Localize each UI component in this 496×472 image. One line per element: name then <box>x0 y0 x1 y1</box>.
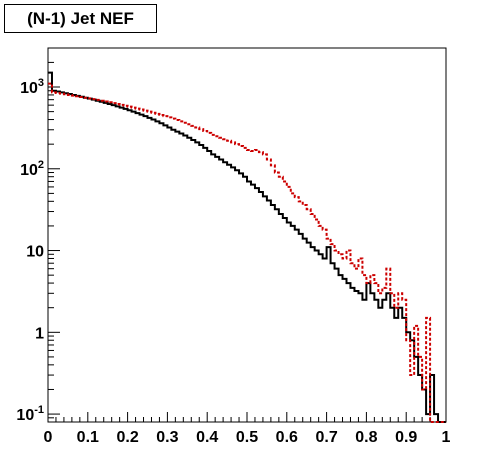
x-axis-ticks: 0 0.1 0.2 0.3 0.4 0.5 0.6 0.7 0.8 0.9 1 <box>44 412 451 446</box>
x-tick-label: 0.6 <box>276 429 298 446</box>
y-tick-label: 102 <box>20 159 44 179</box>
histogram-series-1 <box>48 71 446 423</box>
x-tick-label: 0.3 <box>156 429 178 446</box>
x-tick-label: 0.5 <box>236 429 258 446</box>
x-tick-label: 1 <box>442 429 451 446</box>
y-tick-label: 10 <box>26 244 44 261</box>
x-tick-label: 0.1 <box>77 429 99 446</box>
chart-title-text: (N-1) Jet NEF <box>27 8 134 28</box>
series-layer <box>48 71 446 423</box>
x-tick-label: 0 <box>44 429 53 446</box>
x-tick-label: 0.4 <box>196 429 218 446</box>
x-tick-label: 0.9 <box>395 429 417 446</box>
y-tick-label: 1 <box>35 325 44 342</box>
y-axis-ticks: 10-1 1 10 102 103 <box>16 47 60 424</box>
x-tick-label: 0.8 <box>355 429 377 446</box>
histogram-series-2 <box>48 82 446 423</box>
x-tick-label: 0.2 <box>116 429 138 446</box>
y-tick-label: 10-1 <box>16 404 44 424</box>
x-tick-label: 0.7 <box>315 429 337 446</box>
y-tick-label: 103 <box>20 77 44 97</box>
chart-title: (N-1) Jet NEF <box>4 4 157 33</box>
